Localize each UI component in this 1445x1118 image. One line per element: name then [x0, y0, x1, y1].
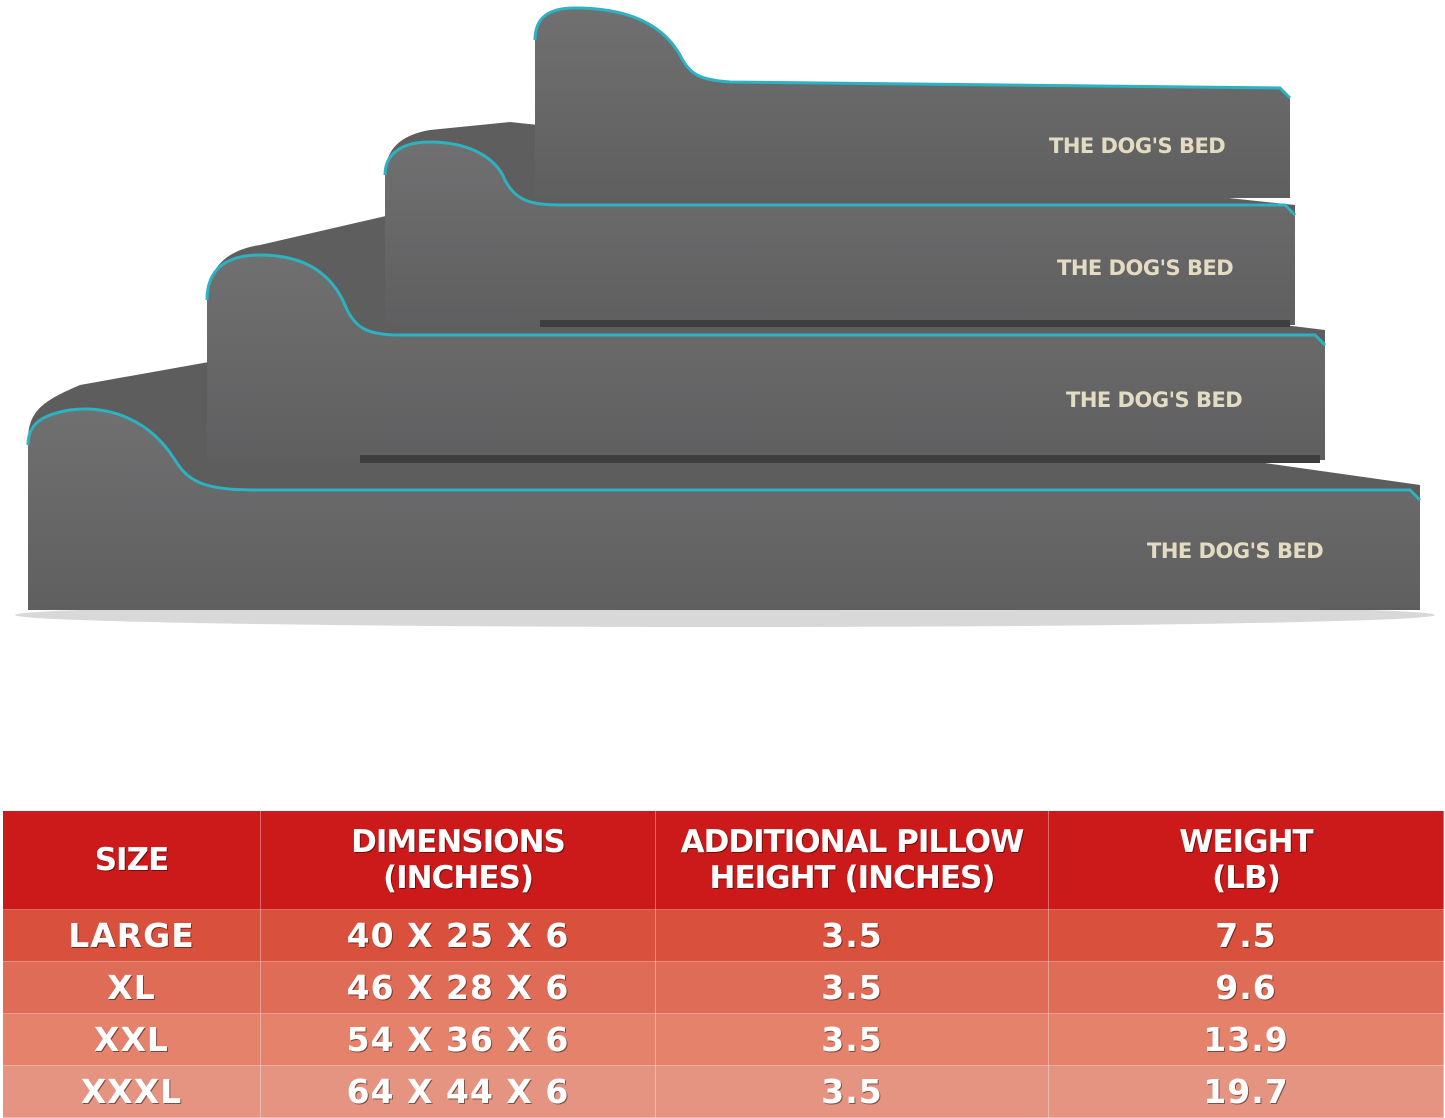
cell-weight: 13.9 — [1048, 1013, 1444, 1066]
cell-pillow-height: 3.5 — [655, 1013, 1049, 1066]
bed-logo: THE DOG'S BED — [1057, 256, 1233, 280]
cell-dimensions: 54 X 36 X 6 — [260, 1013, 656, 1066]
table-header-row: SIZE DIMENSIONS (INCHES) ADDITIONAL PILLO… — [2, 810, 1444, 910]
bed-large: THE DOG'S BED — [533, 6, 1292, 198]
cell-dimensions: 46 X 28 X 6 — [260, 961, 656, 1014]
cell-pillow-height: 3.5 — [655, 961, 1049, 1014]
bed-logo: THE DOG'S BED — [1049, 134, 1225, 158]
header-size: SIZE — [2, 810, 261, 910]
table-row: XXL 54 X 36 X 6 3.5 13.9 — [2, 1013, 1444, 1066]
cell-size: XXXL — [2, 1065, 261, 1118]
cell-size: LARGE — [2, 909, 261, 962]
bed-logo: THE DOG'S BED — [1147, 539, 1323, 563]
table-row: LARGE 40 X 25 X 6 3.5 7.5 — [2, 909, 1444, 962]
table-row: XXXL 64 X 44 X 6 3.5 19.7 — [2, 1065, 1444, 1118]
dog-beds-illustration: THE DOG'S BED THE DOG'S BED THE DOG'S BE… — [15, 6, 1435, 627]
header-pillow-height: ADDITIONAL PILLOW HEIGHT (INCHES) — [655, 810, 1049, 910]
cell-weight: 7.5 — [1048, 909, 1444, 962]
header-weight: WEIGHT (LB) — [1048, 810, 1444, 910]
cell-pillow-height: 3.5 — [655, 1065, 1049, 1118]
cell-size: XXL — [2, 1013, 261, 1066]
cell-weight: 9.6 — [1048, 961, 1444, 1014]
cell-dimensions: 40 X 25 X 6 — [260, 909, 656, 962]
table-row: XL 46 X 28 X 6 3.5 9.6 — [2, 961, 1444, 1014]
cell-pillow-height: 3.5 — [655, 909, 1049, 962]
bed-logo: THE DOG'S BED — [1066, 388, 1242, 412]
cell-dimensions: 64 X 44 X 6 — [260, 1065, 656, 1118]
header-dimensions: DIMENSIONS (INCHES) — [260, 810, 656, 910]
cell-weight: 19.7 — [1048, 1065, 1444, 1118]
size-chart-table: SIZE DIMENSIONS (INCHES) ADDITIONAL PILLO… — [2, 810, 1444, 1118]
cell-size: XL — [2, 961, 261, 1014]
